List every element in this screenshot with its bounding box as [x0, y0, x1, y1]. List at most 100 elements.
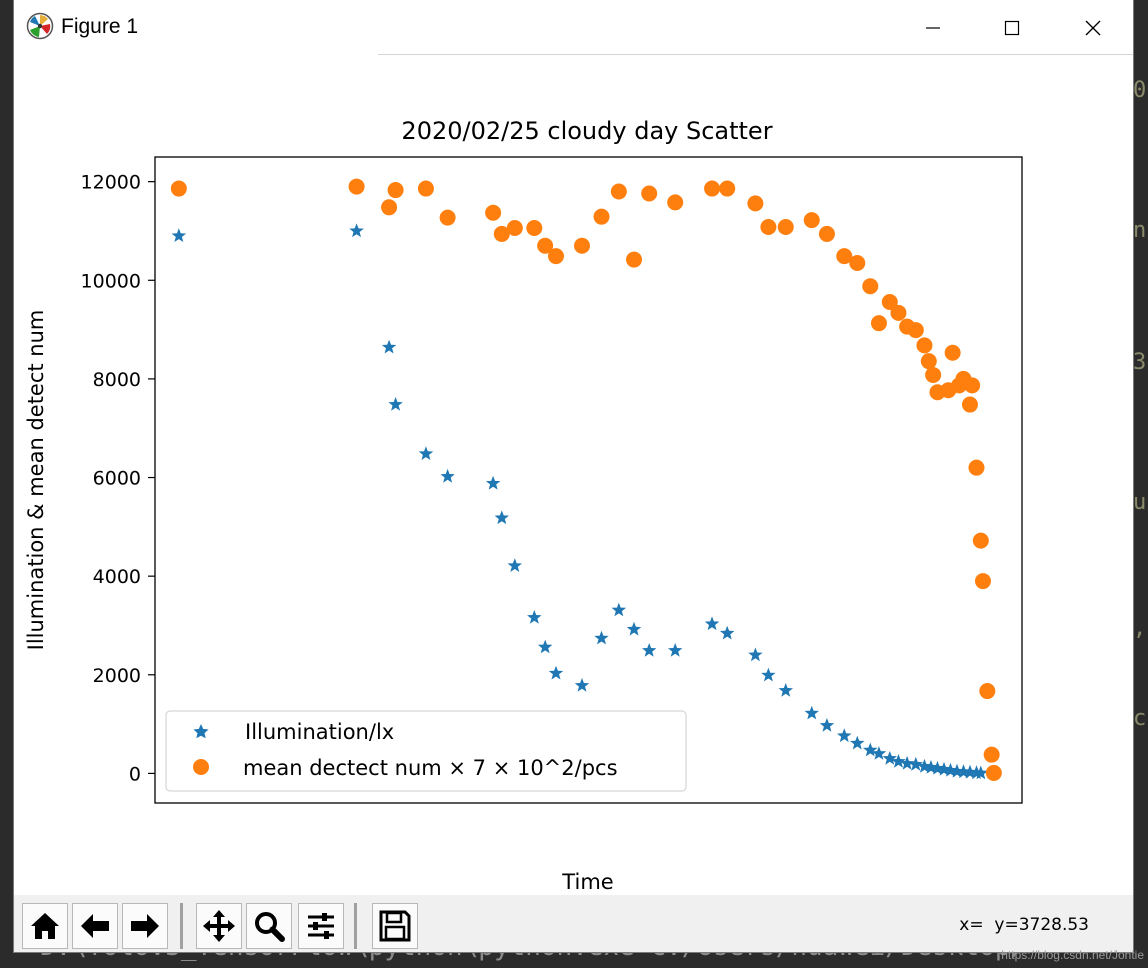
star-marker [668, 643, 683, 657]
circle-marker [925, 366, 942, 383]
star-marker [748, 647, 763, 662]
circle-marker [626, 251, 643, 268]
circle-marker [968, 459, 985, 476]
circle-marker [916, 337, 933, 354]
circle-marker [537, 237, 554, 254]
home-button[interactable] [22, 903, 68, 949]
star-marker [908, 756, 923, 771]
star-marker [440, 468, 455, 483]
editor-code-fragments: 0 n 3 u , c [1133, 78, 1147, 731]
circle-marker [610, 183, 627, 200]
plot-frame [154, 156, 1023, 804]
series-illumination [171, 223, 988, 780]
star-marker [349, 223, 364, 238]
circle-marker [836, 248, 853, 265]
circle-marker [719, 180, 736, 197]
forward-icon [131, 914, 159, 938]
star-marker [381, 339, 397, 354]
zoom-button[interactable] [246, 903, 292, 949]
circle-marker [881, 293, 898, 310]
series-mean-detect [170, 178, 1002, 781]
chart-title: 2020/02/25 cloudy day Scatter [401, 117, 772, 145]
circle-marker [862, 278, 879, 295]
matplotlib-logo-icon [26, 12, 54, 40]
y-tick-label: 0 [129, 763, 141, 785]
y-tick-label: 12000 [81, 172, 141, 194]
star-marker [761, 667, 776, 682]
circle-marker [849, 255, 866, 272]
star-marker [943, 762, 958, 777]
circle-marker [439, 209, 456, 226]
forward-button[interactable] [122, 903, 168, 949]
title-bar[interactable]: Figure 1 [14, 0, 1133, 55]
configure-subplots-button[interactable] [298, 903, 344, 949]
circle-marker [907, 322, 924, 339]
title-separator [378, 54, 1133, 55]
configure-subplots-icon [308, 913, 334, 939]
maximize-icon [1004, 20, 1020, 35]
circle-marker [747, 195, 764, 212]
close-button[interactable] [1053, 0, 1133, 55]
circle-marker [944, 344, 961, 361]
legend: Illumination/lx mean dectect num × 7 × 1… [165, 710, 687, 792]
star-marker [899, 755, 915, 770]
circle-marker [760, 219, 777, 236]
back-button[interactable] [72, 903, 118, 949]
plot-canvas[interactable]: 2020/02/25 cloudy day Scatter 0 2000 4000 6… [14, 55, 1133, 895]
home-icon [31, 913, 59, 939]
star-marker [882, 751, 897, 765]
star-marker [923, 759, 939, 774]
minimize-button[interactable] [893, 0, 973, 55]
star-marker [949, 763, 965, 778]
star-marker [704, 616, 720, 631]
legend-box [165, 710, 687, 792]
star-marker [507, 558, 522, 572]
star-marker [962, 764, 978, 779]
star-marker [418, 446, 434, 460]
circle-marker [974, 573, 991, 590]
x-axis-label: Time [561, 870, 613, 894]
circle-marker [526, 220, 543, 237]
y-tick-label: 10000 [81, 270, 141, 292]
star-marker [936, 761, 952, 776]
maximize-button[interactable] [972, 0, 1052, 55]
star-marker [642, 643, 657, 657]
window-title: Figure 1 [61, 15, 139, 38]
y-tick-label: 8000 [93, 369, 141, 391]
y-tick-label: 2000 [93, 665, 141, 687]
star-marker [850, 735, 865, 750]
toolbar-separator [180, 903, 183, 949]
data-series [170, 178, 1002, 781]
circle-marker [972, 532, 989, 549]
star-marker [819, 718, 835, 732]
circle-marker [348, 178, 365, 195]
toolbar-separator [354, 903, 357, 949]
y-axis-label: Illumination & mean detect num [24, 310, 48, 651]
circle-marker [593, 208, 610, 225]
minimize-icon [926, 26, 940, 29]
close-icon [1085, 20, 1101, 35]
circle-marker [485, 204, 502, 221]
legend-label-illumination: Illumination/lx [245, 720, 394, 744]
scatter-chart[interactable]: 2020/02/25 cloudy day Scatter 0 2000 4000 6… [14, 55, 1133, 895]
circle-marker [493, 225, 510, 242]
pan-button[interactable] [196, 903, 242, 949]
circle-marker [506, 220, 523, 237]
circle-marker [381, 199, 398, 216]
circle-marker [920, 353, 937, 370]
y-axis: 0 2000 4000 6000 8000 10000 12000 [81, 172, 155, 785]
circle-marker [387, 182, 404, 199]
save-button[interactable] [372, 903, 418, 949]
circle-marker [667, 194, 684, 211]
star-marker [973, 765, 988, 780]
star-marker [611, 602, 627, 617]
save-icon [379, 910, 411, 942]
y-tick-label: 4000 [93, 566, 141, 588]
circle-marker [983, 746, 1000, 763]
circle-marker [964, 377, 981, 394]
circle-marker [777, 219, 794, 236]
star-marker [574, 678, 590, 692]
circle-marker [818, 225, 835, 242]
star-marker [720, 625, 735, 640]
star-marker [930, 760, 945, 775]
